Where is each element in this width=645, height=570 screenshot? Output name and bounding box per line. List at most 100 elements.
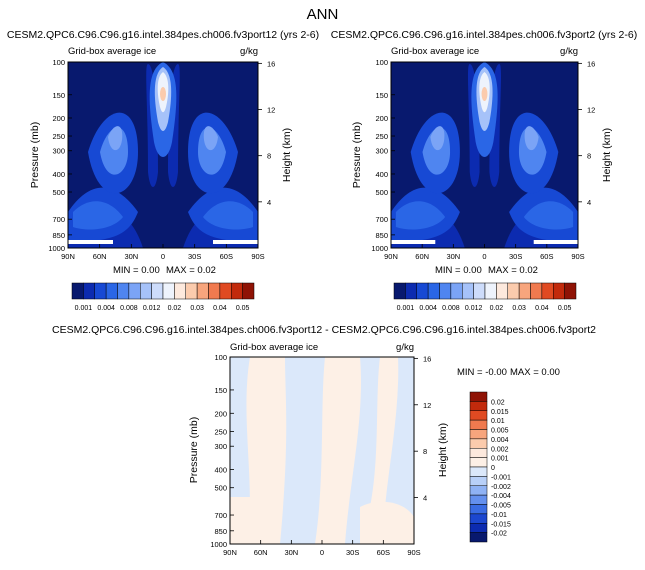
panel-3-max-label: MAX = 0.00: [510, 367, 560, 378]
panel-2-height-ticks: 16 12 8 4: [578, 59, 595, 207]
x-tick-label: 0: [482, 252, 486, 261]
panel-1-height-ticks: 16 12 8 4: [258, 59, 275, 207]
colorbar-box: [469, 523, 488, 533]
colorbar-box: [393, 282, 406, 300]
colorbar-box: [219, 282, 232, 300]
x-tick-label: 60S: [377, 548, 390, 557]
colorbar-box: [151, 282, 164, 300]
colorbar-box: [462, 282, 474, 300]
x-tick-label: 30N: [124, 252, 138, 261]
y-tick-label: 700: [375, 215, 388, 224]
colorbar-label: 0.005: [491, 428, 509, 435]
colorbar-label: -0.001: [491, 474, 511, 481]
y-tick-label: 250: [375, 132, 388, 141]
colorbar-box: [185, 282, 198, 300]
height-tick-label: 8: [423, 447, 427, 456]
colorbar-box: [469, 448, 488, 458]
x-tick-label: 90N: [223, 548, 237, 557]
panel-1-min-label: MIN = 0.00: [113, 265, 160, 276]
colorbar-box: [473, 282, 486, 300]
panel-2-colorbar: 0.001 0.004 0.008 0.012 0.02 0.03 0.04 0.05: [393, 282, 577, 312]
y-tick-label: 250: [52, 132, 65, 141]
colorbar-box: [242, 282, 255, 300]
y-tick-label: 1000: [371, 244, 388, 253]
panel-2-max-label: MAX = 0.02: [488, 265, 538, 276]
colorbar-box: [469, 438, 488, 449]
colorbar-label: 0.001: [397, 305, 415, 312]
y-tick-label: 500: [52, 188, 65, 197]
panel-3-field: [230, 357, 414, 544]
colorbar-label: 0.02: [490, 305, 504, 312]
colorbar-label: -0.002: [491, 484, 511, 491]
y-tick-label: 400: [52, 170, 65, 179]
height-tick-label: 8: [267, 152, 271, 161]
figure-title: ANN: [307, 6, 339, 23]
colorbar-label: 0.004: [491, 437, 509, 444]
x-tick-label: 30S: [188, 252, 201, 261]
y-tick-label: 150: [52, 91, 65, 100]
height-tick-label: 12: [423, 401, 431, 410]
panel-3-ylabel-right: Height (km): [437, 423, 449, 477]
colorbar-box: [105, 282, 118, 300]
height-tick-label: 16: [423, 354, 431, 363]
panel-2-ylabel-right: Height (km): [601, 128, 613, 182]
colorbar-label: 0.03: [512, 305, 526, 312]
height-tick-label: 8: [587, 152, 591, 161]
panel-1-subtitle-right: g/kg: [240, 46, 258, 57]
colorbar-label: 0.004: [419, 305, 437, 312]
y-tick-label: 500: [375, 188, 388, 197]
colorbar-box: [450, 282, 463, 300]
x-tick-label: 0: [320, 548, 324, 557]
panel-3: CESM2.QPC6.C96.C96.g16.intel.384pes.ch00…: [52, 324, 596, 557]
y-tick-label: 100: [214, 353, 227, 362]
colorbar-box: [469, 513, 488, 524]
panel-1-subtitle-left: Grid-box average ice: [68, 46, 156, 57]
colorbar-box: [469, 466, 488, 477]
panel-3-colorbar: 0.02 0.015 0.01 0.005 0.004 0.002 0.001 0 -0.001…: [469, 391, 511, 543]
colorbar-box: [174, 282, 186, 300]
panel-3-min-label: MIN = -0.00: [457, 367, 507, 378]
height-tick-label: 12: [267, 106, 275, 115]
x-tick-label: 60N: [93, 252, 107, 261]
colorbar-box: [496, 282, 508, 300]
colorbar-box: [553, 282, 565, 300]
x-tick-label: 60S: [220, 252, 233, 261]
colorbar-box: [208, 282, 221, 300]
colorbar-box: [83, 282, 95, 300]
colorbar-box: [484, 282, 497, 300]
colorbar-label: 0.001: [75, 305, 93, 312]
y-tick-label: 200: [214, 409, 227, 418]
y-tick-label: 400: [375, 170, 388, 179]
y-tick-label: 300: [375, 147, 388, 156]
y-tick-label: 200: [375, 114, 388, 123]
colorbar-box: [469, 504, 488, 515]
colorbar-label: 0.04: [535, 305, 549, 312]
x-tick-label: 60N: [415, 252, 429, 261]
panel-1-ylabel: Pressure (mb): [29, 122, 41, 189]
panel-2-subtitle-right: g/kg: [560, 46, 578, 57]
colorbar-box: [469, 494, 488, 505]
y-tick-label: 1000: [48, 244, 65, 253]
colorbar-box: [469, 410, 488, 421]
y-tick-label: 700: [214, 511, 227, 520]
y-tick-label: 500: [214, 484, 227, 493]
panel-3-height-ticks: 16 12 8 4: [414, 354, 431, 503]
height-tick-label: 4: [423, 494, 427, 503]
panel-1: CESM2.QPC6.C96.C96.g16.intel.384pes.ch00…: [7, 29, 319, 312]
x-tick-label: 90S: [407, 548, 420, 557]
x-tick-label: 90N: [61, 252, 75, 261]
colorbar-box: [469, 532, 488, 543]
panel-3-plot: [230, 357, 414, 544]
colorbar-box: [196, 282, 209, 300]
x-tick-label: 90S: [251, 252, 264, 261]
panel-1-plot: [68, 62, 258, 248]
colorbar-label: 0.05: [558, 305, 572, 312]
colorbar-box: [469, 485, 488, 496]
x-tick-label: 30S: [346, 548, 359, 557]
colorbar-box: [117, 282, 130, 300]
colorbar-label: 0.015: [491, 409, 509, 416]
panel-1-title: CESM2.QPC6.C96.C96.g16.intel.384pes.ch00…: [7, 29, 319, 41]
colorbar-label: 0.012: [143, 305, 161, 312]
colorbar-label: 0.002: [491, 446, 509, 453]
panel-3-title: CESM2.QPC6.C96.C96.g16.intel.384pes.ch00…: [52, 324, 596, 336]
